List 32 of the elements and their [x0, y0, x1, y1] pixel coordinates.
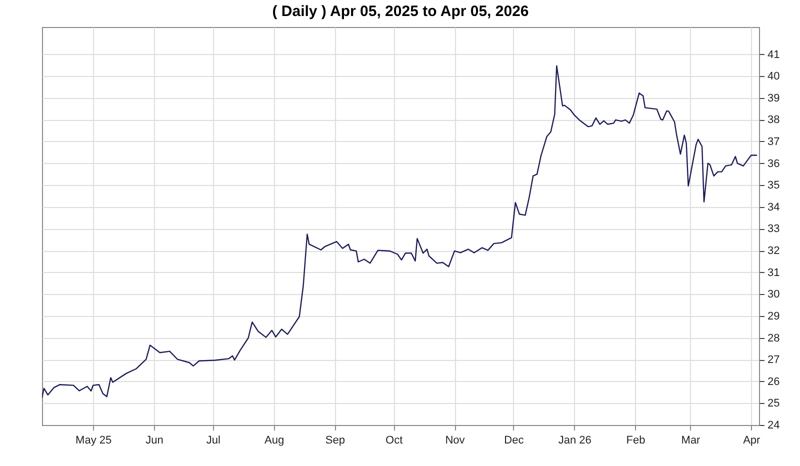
x-tick-label: Jun [146, 434, 164, 446]
x-tick-label: Aug [264, 434, 284, 446]
chart-title: ( Daily ) Apr 05, 2025 to Apr 05, 2026 [272, 3, 529, 20]
y-tick-label: 40 [768, 70, 780, 83]
y-tick-label: 37 [768, 136, 780, 148]
x-tick-label: Mar [681, 434, 701, 446]
x-tick-label: Dec [504, 434, 524, 446]
y-tick-label: 25 [768, 398, 780, 410]
x-tick-label: Jul [206, 434, 220, 446]
x-tick-label: Jan 26 [558, 434, 592, 446]
line-series [42, 65, 758, 398]
y-tick-label: 27 [768, 354, 780, 366]
y-tick-label: 29 [768, 310, 780, 322]
y-tick-label: 28 [768, 332, 780, 344]
y-tick-label: 24 [768, 420, 780, 432]
y-tick-label: 31 [768, 266, 780, 279]
y-tick-label: 32 [768, 245, 780, 258]
x-tick-label: Sep [325, 434, 345, 446]
y-tick-label: 34 [768, 201, 780, 214]
y-tick-label: 36 [768, 158, 780, 170]
y-tick-label: 30 [768, 288, 780, 301]
y-tick-label: 41 [768, 48, 780, 61]
x-tick-label: Apr [743, 434, 761, 446]
x-tick-label: Oct [386, 434, 403, 446]
x-tick-label: Feb [626, 434, 646, 446]
x-tick-label: May 25 [76, 434, 112, 446]
y-tick-label: 26 [768, 376, 780, 388]
y-tick-label: 35 [768, 180, 780, 192]
y-tick-label: 38 [768, 114, 780, 126]
y-tick-label: 39 [768, 92, 780, 104]
x-tick-label: Nov [445, 434, 466, 446]
y-tick-label: 33 [768, 223, 780, 236]
